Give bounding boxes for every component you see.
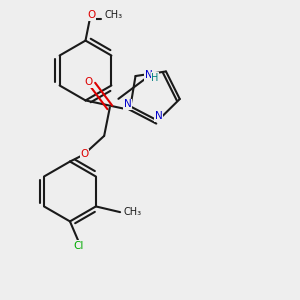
Text: CH₃: CH₃ (124, 207, 142, 217)
Text: CH₃: CH₃ (104, 10, 122, 20)
Text: N: N (145, 70, 152, 80)
Text: H: H (151, 73, 158, 82)
Text: O: O (87, 10, 95, 20)
Text: O: O (85, 77, 93, 87)
Text: N: N (154, 112, 162, 122)
Text: O: O (80, 149, 88, 159)
Text: N: N (124, 99, 131, 109)
Text: Cl: Cl (73, 241, 84, 251)
